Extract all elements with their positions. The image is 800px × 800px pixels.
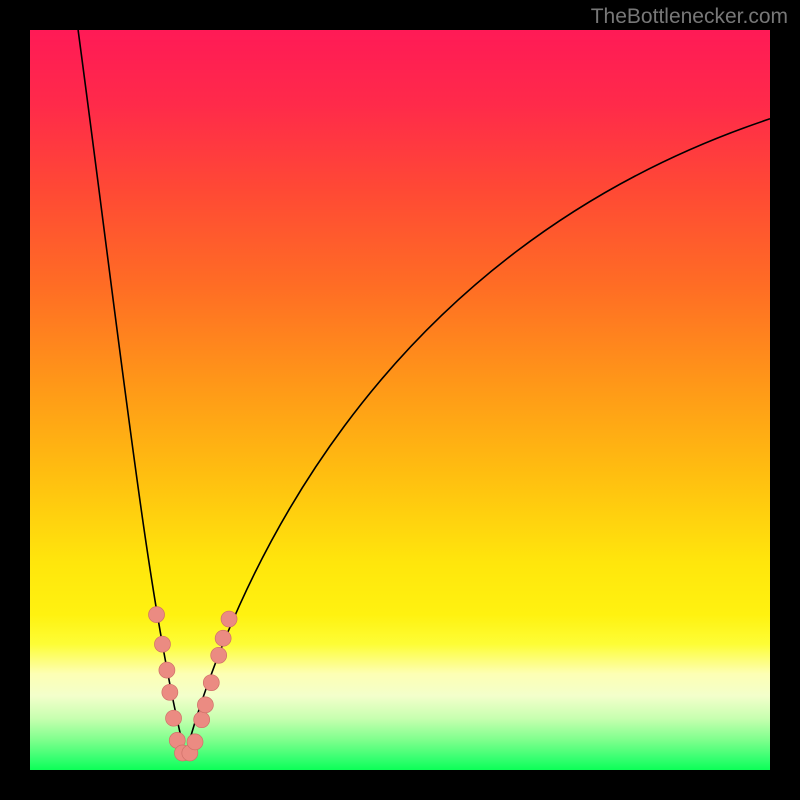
data-marker: [211, 647, 227, 663]
data-marker: [159, 662, 175, 678]
data-marker: [149, 607, 165, 623]
bottleneck-curve: [78, 30, 770, 755]
data-marker: [194, 712, 210, 728]
chart-container: TheBottlenecker.com: [0, 0, 800, 800]
data-marker: [166, 710, 182, 726]
data-marker: [187, 734, 203, 750]
data-marker: [221, 611, 237, 627]
data-marker: [154, 636, 170, 652]
data-marker: [162, 684, 178, 700]
data-marker: [197, 697, 213, 713]
curve-overlay-svg: [0, 0, 800, 800]
data-marker: [215, 630, 231, 646]
data-marker: [203, 675, 219, 691]
